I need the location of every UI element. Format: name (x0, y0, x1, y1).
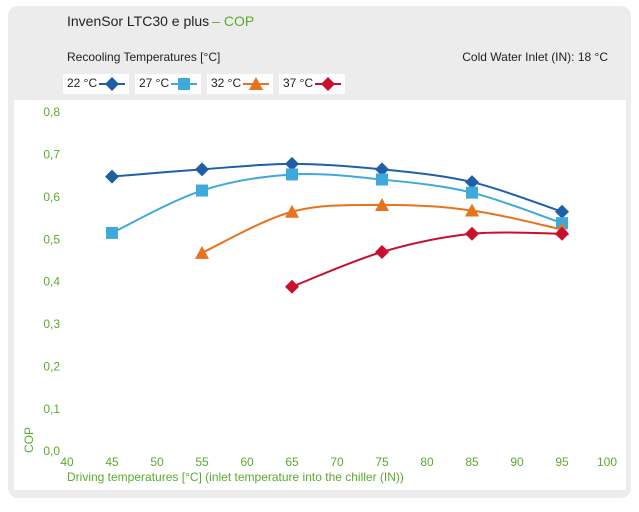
y-tick-label: 0,8 (43, 105, 60, 119)
marker (375, 244, 389, 259)
marker (285, 279, 299, 294)
x-tick-label: 85 (465, 455, 479, 469)
marker (375, 162, 389, 177)
marker (195, 162, 209, 177)
x-tick-label: 100 (597, 455, 617, 469)
marker (105, 169, 119, 184)
legend-marker (321, 77, 335, 91)
marker (285, 156, 299, 171)
marker (285, 204, 299, 218)
x-tick-label: 45 (105, 455, 119, 469)
x-axis-label: Driving temperatures [°C] (inlet tempera… (67, 470, 404, 484)
x-tick-label: 55 (195, 455, 209, 469)
marker (286, 168, 298, 181)
x-tick-label: 80 (420, 455, 434, 469)
x-tick-label: 40 (60, 455, 74, 469)
marker (555, 226, 569, 241)
x-tick-label: 50 (150, 455, 164, 469)
x-tick-label: 70 (330, 455, 344, 469)
marker (465, 226, 479, 241)
y-tick-label: 0,2 (43, 359, 60, 373)
chart-title: InvenSor LTC30 e plus – COP (67, 13, 254, 29)
marker (106, 226, 118, 239)
marker (376, 173, 388, 186)
legend-marker (105, 77, 119, 91)
x-tick-label: 75 (375, 455, 389, 469)
x-tick-label: 65 (285, 455, 299, 469)
series-line (111, 172, 563, 234)
plot-area (14, 100, 626, 490)
y-tick-label: 0,3 (43, 317, 60, 331)
x-tick-label: 95 (555, 455, 569, 469)
marker (555, 204, 569, 219)
legend-marker (249, 77, 263, 90)
marker (195, 245, 209, 259)
series-line (291, 231, 563, 288)
legend-label: 32 °C (211, 76, 241, 90)
marker (196, 184, 208, 197)
marker (375, 197, 389, 211)
series-line (111, 162, 563, 213)
marker (466, 186, 478, 199)
y-axis-label: COP (22, 427, 36, 453)
x-tick-label: 60 (240, 455, 254, 469)
legend-marker (178, 78, 190, 90)
legend-label: 37 °C (283, 76, 313, 90)
y-tick-label: 0,4 (43, 275, 60, 289)
y-tick-label: 0,6 (43, 190, 60, 204)
legend-label: 27 °C (139, 76, 169, 90)
y-tick-label: 0,1 (43, 402, 60, 416)
subtitle: Recooling Temperatures [°C] (67, 50, 220, 64)
marker (465, 203, 479, 217)
y-tick-label: 0,0 (43, 444, 60, 458)
legend-label: 22 °C (67, 76, 97, 90)
x-tick-label: 90 (510, 455, 524, 469)
y-tick-label: 0,5 (43, 232, 60, 246)
annotation: Cold Water Inlet (IN): 18 °C (462, 50, 608, 64)
title-suffix: – COP (212, 13, 254, 29)
marker (465, 175, 479, 190)
y-tick-label: 0,7 (43, 148, 60, 162)
title-main: InvenSor LTC30 e plus (67, 13, 209, 29)
